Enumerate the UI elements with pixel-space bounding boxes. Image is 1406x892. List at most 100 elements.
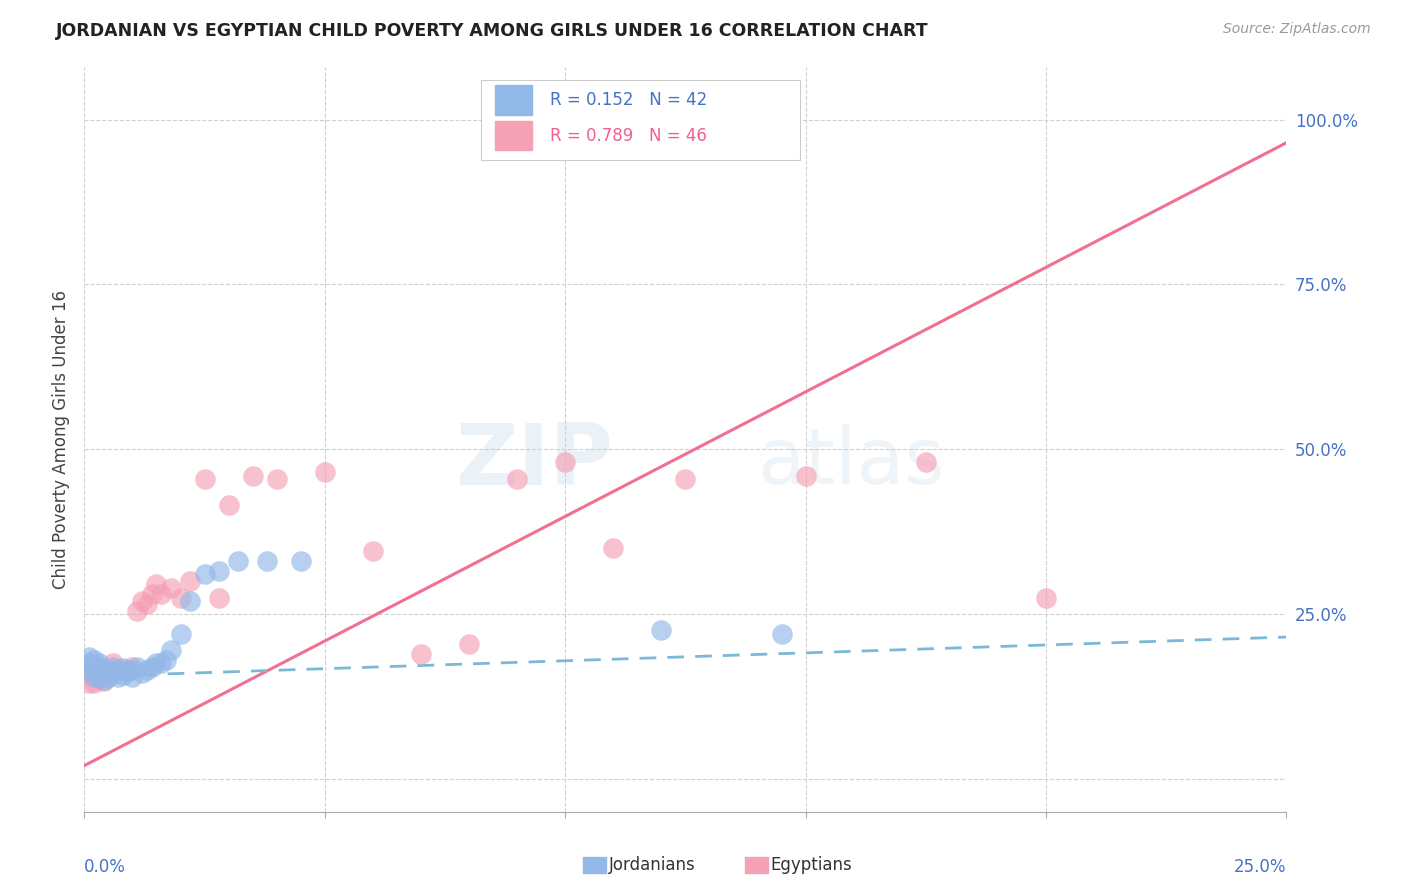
Point <box>266 472 288 486</box>
Point <box>160 581 183 595</box>
Point <box>83 663 105 677</box>
Point <box>131 666 153 681</box>
Point <box>160 643 183 657</box>
Point <box>107 663 129 677</box>
Point <box>83 670 105 684</box>
Point <box>97 670 120 684</box>
Bar <box>495 85 531 114</box>
Point <box>93 673 115 687</box>
Point <box>135 663 157 677</box>
Point <box>554 455 576 469</box>
Point <box>290 554 312 568</box>
Text: 0.0%: 0.0% <box>84 858 127 876</box>
Point <box>83 676 105 690</box>
Point <box>602 541 624 555</box>
Point <box>93 663 115 677</box>
Point <box>107 670 129 684</box>
Point <box>256 554 278 568</box>
Point <box>179 594 201 608</box>
Point <box>194 472 217 486</box>
Point <box>87 659 110 673</box>
Point <box>226 554 249 568</box>
Text: JORDANIAN VS EGYPTIAN CHILD POVERTY AMONG GIRLS UNDER 16 CORRELATION CHART: JORDANIAN VS EGYPTIAN CHILD POVERTY AMON… <box>56 22 929 40</box>
Bar <box>495 120 531 151</box>
Point <box>458 637 481 651</box>
Point <box>155 653 177 667</box>
Point <box>506 472 529 486</box>
Point <box>218 498 240 512</box>
Point <box>127 659 149 673</box>
Point <box>87 666 110 681</box>
Point <box>87 666 110 681</box>
Point <box>121 663 143 677</box>
Point <box>103 666 125 681</box>
Point <box>77 657 100 671</box>
Point <box>141 659 163 673</box>
Point <box>150 657 173 671</box>
Point <box>83 670 105 684</box>
Point <box>77 666 100 681</box>
Point <box>141 587 163 601</box>
Point <box>87 673 110 687</box>
Point <box>150 587 173 601</box>
Point <box>77 663 100 677</box>
Text: 25.0%: 25.0% <box>1234 858 1286 876</box>
Point <box>121 670 143 684</box>
Point <box>117 665 139 679</box>
Point <box>208 591 231 605</box>
Text: R = 0.152   N = 42: R = 0.152 N = 42 <box>550 91 707 109</box>
Point <box>93 666 115 681</box>
Point <box>77 649 100 664</box>
Point <box>97 670 120 684</box>
Point <box>145 577 167 591</box>
Point <box>675 472 697 486</box>
Text: R = 0.789   N = 46: R = 0.789 N = 46 <box>550 127 706 145</box>
FancyBboxPatch shape <box>481 80 800 160</box>
Text: ZIP: ZIP <box>456 420 613 503</box>
Point <box>361 544 384 558</box>
Point <box>169 591 191 605</box>
Point <box>77 676 100 690</box>
Point <box>77 659 100 673</box>
Point <box>179 574 201 588</box>
Point <box>87 657 110 671</box>
Point <box>111 667 134 681</box>
Point <box>93 674 115 689</box>
Point <box>650 624 672 638</box>
Point <box>794 468 817 483</box>
Point <box>145 657 167 671</box>
Text: atlas: atlas <box>758 424 945 500</box>
Point <box>103 663 125 677</box>
Point <box>103 657 125 671</box>
Point <box>111 661 134 675</box>
Text: Jordanians: Jordanians <box>609 856 696 874</box>
Point <box>83 659 105 673</box>
Point <box>121 659 143 673</box>
Point <box>314 465 336 479</box>
Point <box>87 659 110 673</box>
Point <box>97 663 120 677</box>
Point <box>127 604 149 618</box>
Point <box>87 670 110 684</box>
Point <box>135 597 157 611</box>
Point <box>93 663 115 677</box>
Point <box>83 663 105 677</box>
Point <box>103 659 125 673</box>
Point <box>93 670 115 684</box>
Point <box>208 564 231 578</box>
Point <box>107 663 129 677</box>
Point <box>194 567 217 582</box>
Text: Source: ZipAtlas.com: Source: ZipAtlas.com <box>1223 22 1371 37</box>
Point <box>242 468 264 483</box>
Point <box>770 626 793 640</box>
Point <box>117 663 139 677</box>
Point <box>111 663 134 677</box>
Point <box>409 647 432 661</box>
Point <box>97 663 120 677</box>
Text: Egyptians: Egyptians <box>770 856 852 874</box>
Point <box>915 455 938 469</box>
Point <box>83 653 105 667</box>
Point <box>131 594 153 608</box>
Point <box>1035 591 1057 605</box>
Point <box>169 626 191 640</box>
